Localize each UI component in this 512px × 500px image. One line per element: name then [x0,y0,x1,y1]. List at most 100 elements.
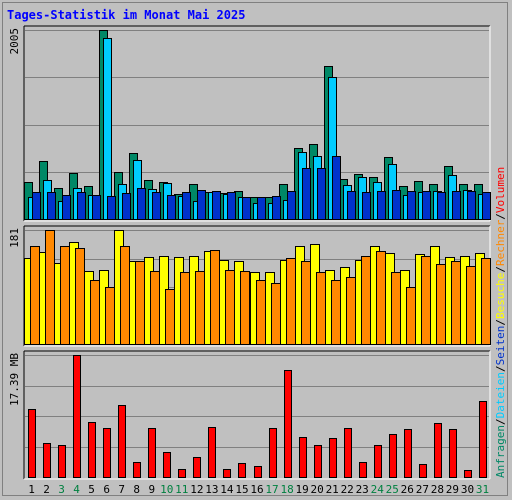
bar-sites-day-4 [75,248,85,345]
day-label: 12 [190,483,203,496]
bar-kbytes-day-12 [193,457,201,478]
bar-pages-day-18 [287,191,296,220]
bar-sites-day-5 [90,280,100,345]
bar-sites-day-11 [180,272,190,345]
bar-kbytes-day-25 [389,434,397,478]
bar-pages-day-29 [452,191,461,220]
bar-sites-day-6 [105,287,115,345]
bar-kbytes-day-4 [73,355,81,478]
bar-kbytes-day-29 [449,429,457,478]
bars-volume [28,355,487,478]
bar-pages-day-21 [332,156,341,220]
day-label: 5 [88,483,95,496]
day-label: 18 [280,483,293,496]
bar-kbytes-day-21 [329,438,337,478]
bar-kbytes-day-18 [284,370,292,478]
day-label: 26 [401,483,414,496]
legend-separator: / [494,319,507,326]
day-label: 21 [326,483,339,496]
bar-pages-day-5 [92,195,101,220]
axis-max-label: 181 [8,228,21,248]
bar-kbytes-day-26 [404,429,412,478]
day-label: 31 [476,483,489,496]
bar-pages-day-20 [317,168,326,220]
legend-separator: / [494,365,507,372]
bar-sites-day-28 [436,264,446,345]
bar-sites-day-20 [316,272,326,345]
day-label: 20 [310,483,323,496]
bar-kbytes-day-6 [103,428,111,478]
bar-pages-day-14 [227,192,236,220]
bar-pages-day-11 [182,192,191,220]
bar-pages-day-12 [197,190,206,220]
legend-separator: / [494,213,507,220]
bar-kbytes-day-2 [43,443,51,478]
bar-pages-day-19 [302,168,311,220]
day-label: 14 [220,483,234,496]
legend-item-kbytes: Volumen [494,167,507,213]
bar-pages-day-23 [362,192,371,220]
bar-sites-day-7 [120,246,130,345]
panel-visits: 181 [8,225,491,347]
bar-kbytes-day-31 [479,401,487,478]
bar-sites-day-23 [361,256,371,345]
legend-item-files: Dateien [494,372,507,418]
day-label: 25 [386,483,399,496]
day-label: 22 [341,483,354,496]
day-label: 27 [416,483,429,496]
axis-max-label: 17.39 MB [8,353,21,406]
bar-sites-day-2 [45,230,55,345]
bars-requests [24,30,491,220]
day-label: 15 [235,483,248,496]
bar-kbytes-day-9 [148,428,156,478]
bar-kbytes-day-10 [163,452,171,478]
chart-title: Tages-Statistik im Monat Mai 2025 [7,8,245,22]
bar-pages-day-27 [422,191,431,220]
legend-item-hits: Anfragen [494,425,507,478]
outer-frame [2,2,508,496]
bar-files-day-6 [103,38,112,220]
bar-sites-day-14 [225,270,235,345]
bar-pages-day-16 [257,197,266,220]
bar-kbytes-day-16 [254,466,262,478]
bar-pages-day-25 [392,190,401,220]
bar-pages-day-26 [407,191,416,220]
bar-kbytes-day-5 [88,422,96,478]
panel-volume: 17.39 MB [8,350,491,480]
day-label: 24 [371,483,385,496]
bar-sites-day-27 [421,256,431,345]
bar-pages-day-1 [32,192,41,220]
legend-item-pages: Seiten [494,326,507,366]
bar-kbytes-day-8 [133,462,141,478]
day-label: 2 [43,483,50,496]
day-label: 10 [160,483,173,496]
bar-pages-day-2 [47,192,56,220]
bar-sites-day-12 [195,271,205,345]
bar-sites-day-13 [210,250,220,345]
day-label: 29 [446,483,459,496]
panel-requests: 2005 [8,25,491,222]
bar-pages-day-9 [152,192,161,220]
day-label: 8 [133,483,140,496]
bar-kbytes-day-23 [359,462,367,478]
day-label: 3 [58,483,65,496]
bar-sites-day-1 [30,246,40,345]
bar-kbytes-day-22 [344,428,352,478]
bar-kbytes-day-17 [269,428,277,478]
bar-pages-day-24 [377,191,386,220]
legend-text: Anfragen/Dateien/Seiten/Besuche/Rechner/… [494,167,507,478]
bar-pages-day-17 [272,196,281,220]
bar-sites-day-24 [376,251,386,345]
bar-sites-day-15 [240,271,250,345]
bar-sites-day-21 [331,280,341,345]
bar-kbytes-day-27 [419,464,427,478]
bar-sites-day-30 [466,266,476,345]
day-label: 11 [175,483,188,496]
bar-pages-day-7 [122,193,131,220]
bar-sites-day-16 [256,280,266,345]
day-label: 19 [295,483,308,496]
bars-visits [24,230,491,345]
day-label: 30 [461,483,474,496]
bar-sites-day-17 [271,283,281,345]
